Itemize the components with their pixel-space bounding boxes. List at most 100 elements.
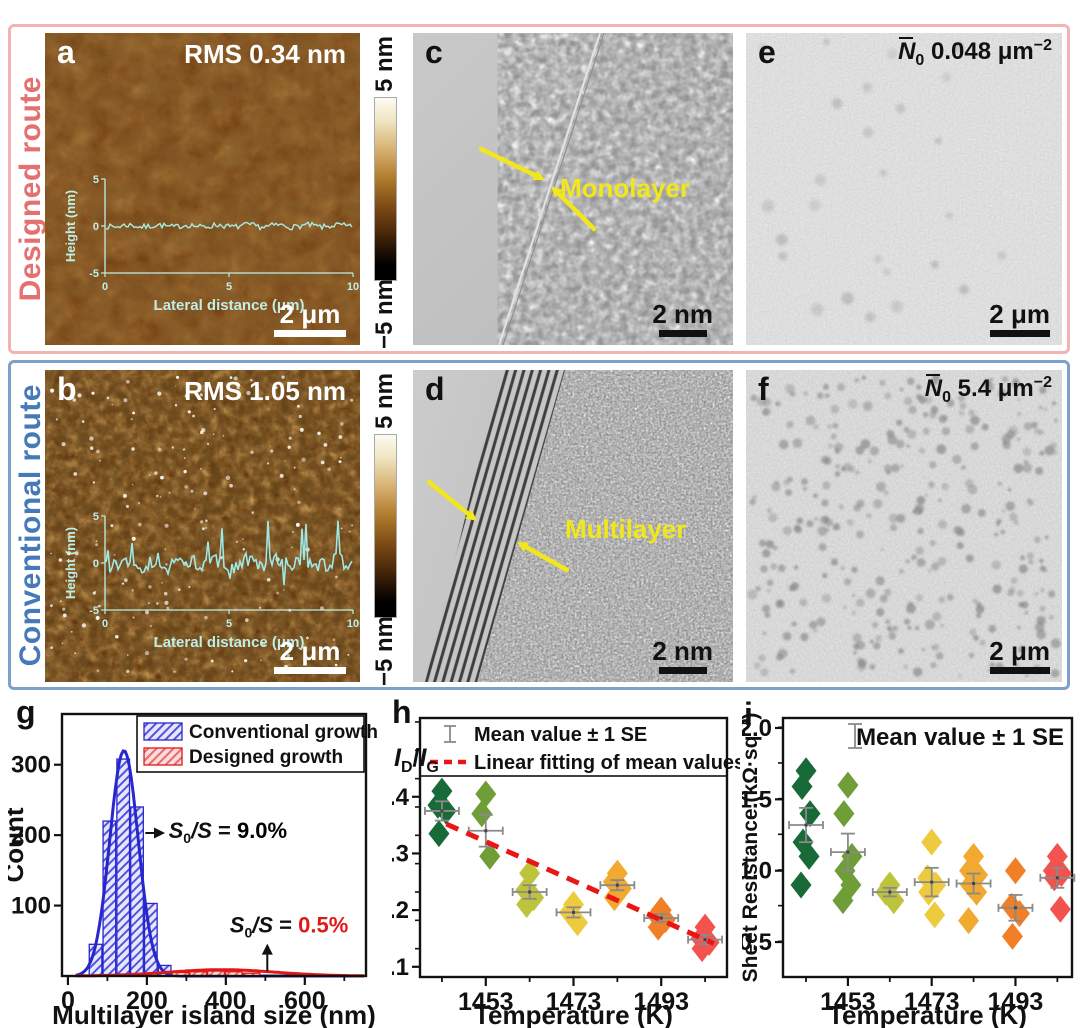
monolayer-arrow-icons: [478, 146, 597, 232]
panel-f-sem-image: f N0 5.4 μm−2 2 μm: [746, 370, 1062, 682]
scale-bar-line: [989, 667, 1050, 674]
svg-text:0: 0: [102, 281, 108, 293]
height-colorbar-bottom: 5 nm −5 nm: [364, 370, 406, 687]
panel-e-sem-image: e N0 0.048 μm−2 2 μm: [746, 33, 1062, 345]
svg-text:Lateral distance (μm): Lateral distance (μm): [154, 297, 305, 314]
svg-text:Height (nm): Height (nm): [63, 527, 78, 599]
svg-text:Lateral distance (μm): Lateral distance (μm): [154, 634, 305, 651]
svg-text:1493: 1493: [988, 988, 1044, 1016]
afm-texture-b: [45, 370, 360, 682]
svg-text:5: 5: [93, 174, 99, 186]
scale-bar-b: 2 μm: [274, 638, 346, 674]
svg-text:Mean value ± 1 SE: Mean value ± 1 SE: [856, 724, 1064, 751]
height-colorbar-top: 5 nm −5 nm: [364, 33, 406, 350]
svg-text:0: 0: [93, 221, 99, 233]
panel-d-tem-image: d Multilayer 2 nm: [413, 370, 733, 682]
svg-text:1473: 1473: [546, 988, 602, 1016]
svg-text:-5: -5: [89, 605, 99, 617]
scale-bar-e: 2 μm: [989, 301, 1050, 337]
svg-text:0: 0: [61, 987, 75, 1015]
svg-text:Linear fitting of mean values: Linear fitting of mean values: [474, 752, 740, 774]
scale-bar-line: [989, 330, 1050, 337]
panel-letter-g: g: [16, 694, 36, 730]
histogram-chart-g: 0 200 400 600 100 200 300 Multilayer island siz…: [8, 712, 378, 1028]
panel-letter-f: f: [758, 371, 769, 407]
panel-c-tem-image: c Monolayer 2 nm: [413, 33, 733, 345]
svg-text:0.2: 0.2: [392, 897, 409, 924]
panel-letter-a: a: [57, 34, 75, 70]
tem-texture-c: [413, 33, 733, 345]
svg-text:1493: 1493: [633, 988, 689, 1016]
raman-scatter-chart-h: 1453 1473 1493 0.1 0.2 0.3 0.4 Temperature (K) M…: [392, 716, 740, 1028]
svg-text:Mean value ± 1 SE: Mean value ± 1 SE: [474, 724, 647, 746]
svg-text:5: 5: [226, 281, 232, 293]
svg-text:200: 200: [126, 987, 168, 1015]
multilayer-arrow-icons: [426, 479, 570, 573]
panel-letter-i: i: [744, 696, 753, 732]
conventional-route-label: Conventional route: [14, 383, 47, 667]
panel-letter-d: d: [425, 371, 445, 407]
svg-text:0.5: 0.5: [742, 929, 772, 956]
svg-text:S0/S = 9.0%: S0/S = 9.0%: [169, 818, 288, 846]
scale-bar-c: 2 nm: [652, 301, 713, 337]
svg-text:1453: 1453: [458, 988, 514, 1016]
colorbar-min-label: −5 nm: [371, 278, 398, 350]
designed-route-box: Designed route: [8, 24, 1070, 354]
svg-text:0.1: 0.1: [392, 954, 409, 981]
density-label-e: N0 0.048 μm−2: [898, 37, 1052, 69]
multilayer-annotation: Multilayer: [565, 514, 687, 544]
panel-a-afm-image: a RMS 0.34 nm 5 0 -5 0 5 10 Height (nm) Lateral…: [45, 33, 360, 345]
density-label-f: N0 5.4 μm−2: [924, 374, 1052, 406]
svg-text:5: 5: [226, 618, 232, 630]
svg-text:600: 600: [284, 987, 326, 1015]
svg-text:0.4: 0.4: [392, 784, 410, 811]
svg-text:100: 100: [11, 893, 51, 920]
colorbar-max-label: 5 nm: [371, 372, 398, 429]
svg-text:Multilayer island size (nm): Multilayer island size (nm): [52, 1000, 376, 1028]
afm-texture-a: [45, 33, 360, 345]
colorbar-min-label: −5 nm: [371, 615, 398, 687]
svg-text:Sheet Resistance (kΩ·sq−1): Sheet Resistance (kΩ·sq−1): [742, 713, 762, 983]
svg-text:2.0: 2.0: [742, 715, 772, 742]
sem-texture-e: [746, 33, 1062, 345]
panel-letter-e: e: [758, 34, 776, 70]
svg-text:Conventional growth: Conventional growth: [189, 722, 378, 743]
svg-text:200: 200: [11, 822, 51, 849]
scale-bar-f: 2 μm: [989, 638, 1050, 674]
svg-text:0: 0: [102, 618, 108, 630]
svg-text:0.3: 0.3: [392, 840, 409, 867]
svg-text:10: 10: [347, 618, 359, 630]
rms-label-a: RMS 0.34 nm: [184, 39, 346, 69]
scale-bar-d: 2 nm: [652, 638, 713, 674]
scale-bar-a: 2 μm: [274, 301, 346, 337]
panel-letter-h: h: [392, 694, 412, 730]
sheet-resistance-chart-i: 1453 1473 1493 0.5 1.0 1.5 2.0 Temperature (K) M…: [742, 713, 1076, 1028]
svg-text:400: 400: [205, 987, 247, 1015]
svg-text:Count: Count: [8, 807, 29, 882]
colorbar-gradient: [373, 97, 397, 281]
svg-text:Height (nm): Height (nm): [63, 190, 78, 262]
panel-b-afm-image: b RMS 1.05 nm 5 0 -5 0 5 10 Height (nm) Lateral…: [45, 370, 360, 682]
idig-axis-label: ID/IG: [394, 744, 439, 776]
svg-text:S0/S = 0.5%: S0/S = 0.5%: [230, 912, 349, 940]
tem-texture-d: [413, 370, 733, 682]
svg-text:-5: -5: [89, 268, 99, 280]
monolayer-annotation: Monolayer: [560, 173, 691, 203]
svg-text:Designed growth: Designed growth: [189, 747, 343, 768]
svg-text:10: 10: [347, 281, 359, 293]
panel-letter-c: c: [425, 34, 443, 70]
svg-text:300: 300: [11, 752, 51, 779]
svg-text:1473: 1473: [904, 988, 960, 1016]
svg-text:0: 0: [93, 558, 99, 570]
colorbar-max-label: 5 nm: [371, 35, 398, 92]
sem-texture-f: [746, 370, 1062, 682]
designed-route-label: Designed route: [14, 76, 47, 302]
scale-bar-line: [274, 667, 346, 674]
svg-text:1.5: 1.5: [742, 786, 772, 813]
svg-text:1.0: 1.0: [742, 858, 772, 885]
svg-text:5: 5: [93, 511, 99, 523]
svg-text:Temperature (K): Temperature (K): [474, 1000, 673, 1028]
panel-letter-b: b: [57, 371, 77, 407]
